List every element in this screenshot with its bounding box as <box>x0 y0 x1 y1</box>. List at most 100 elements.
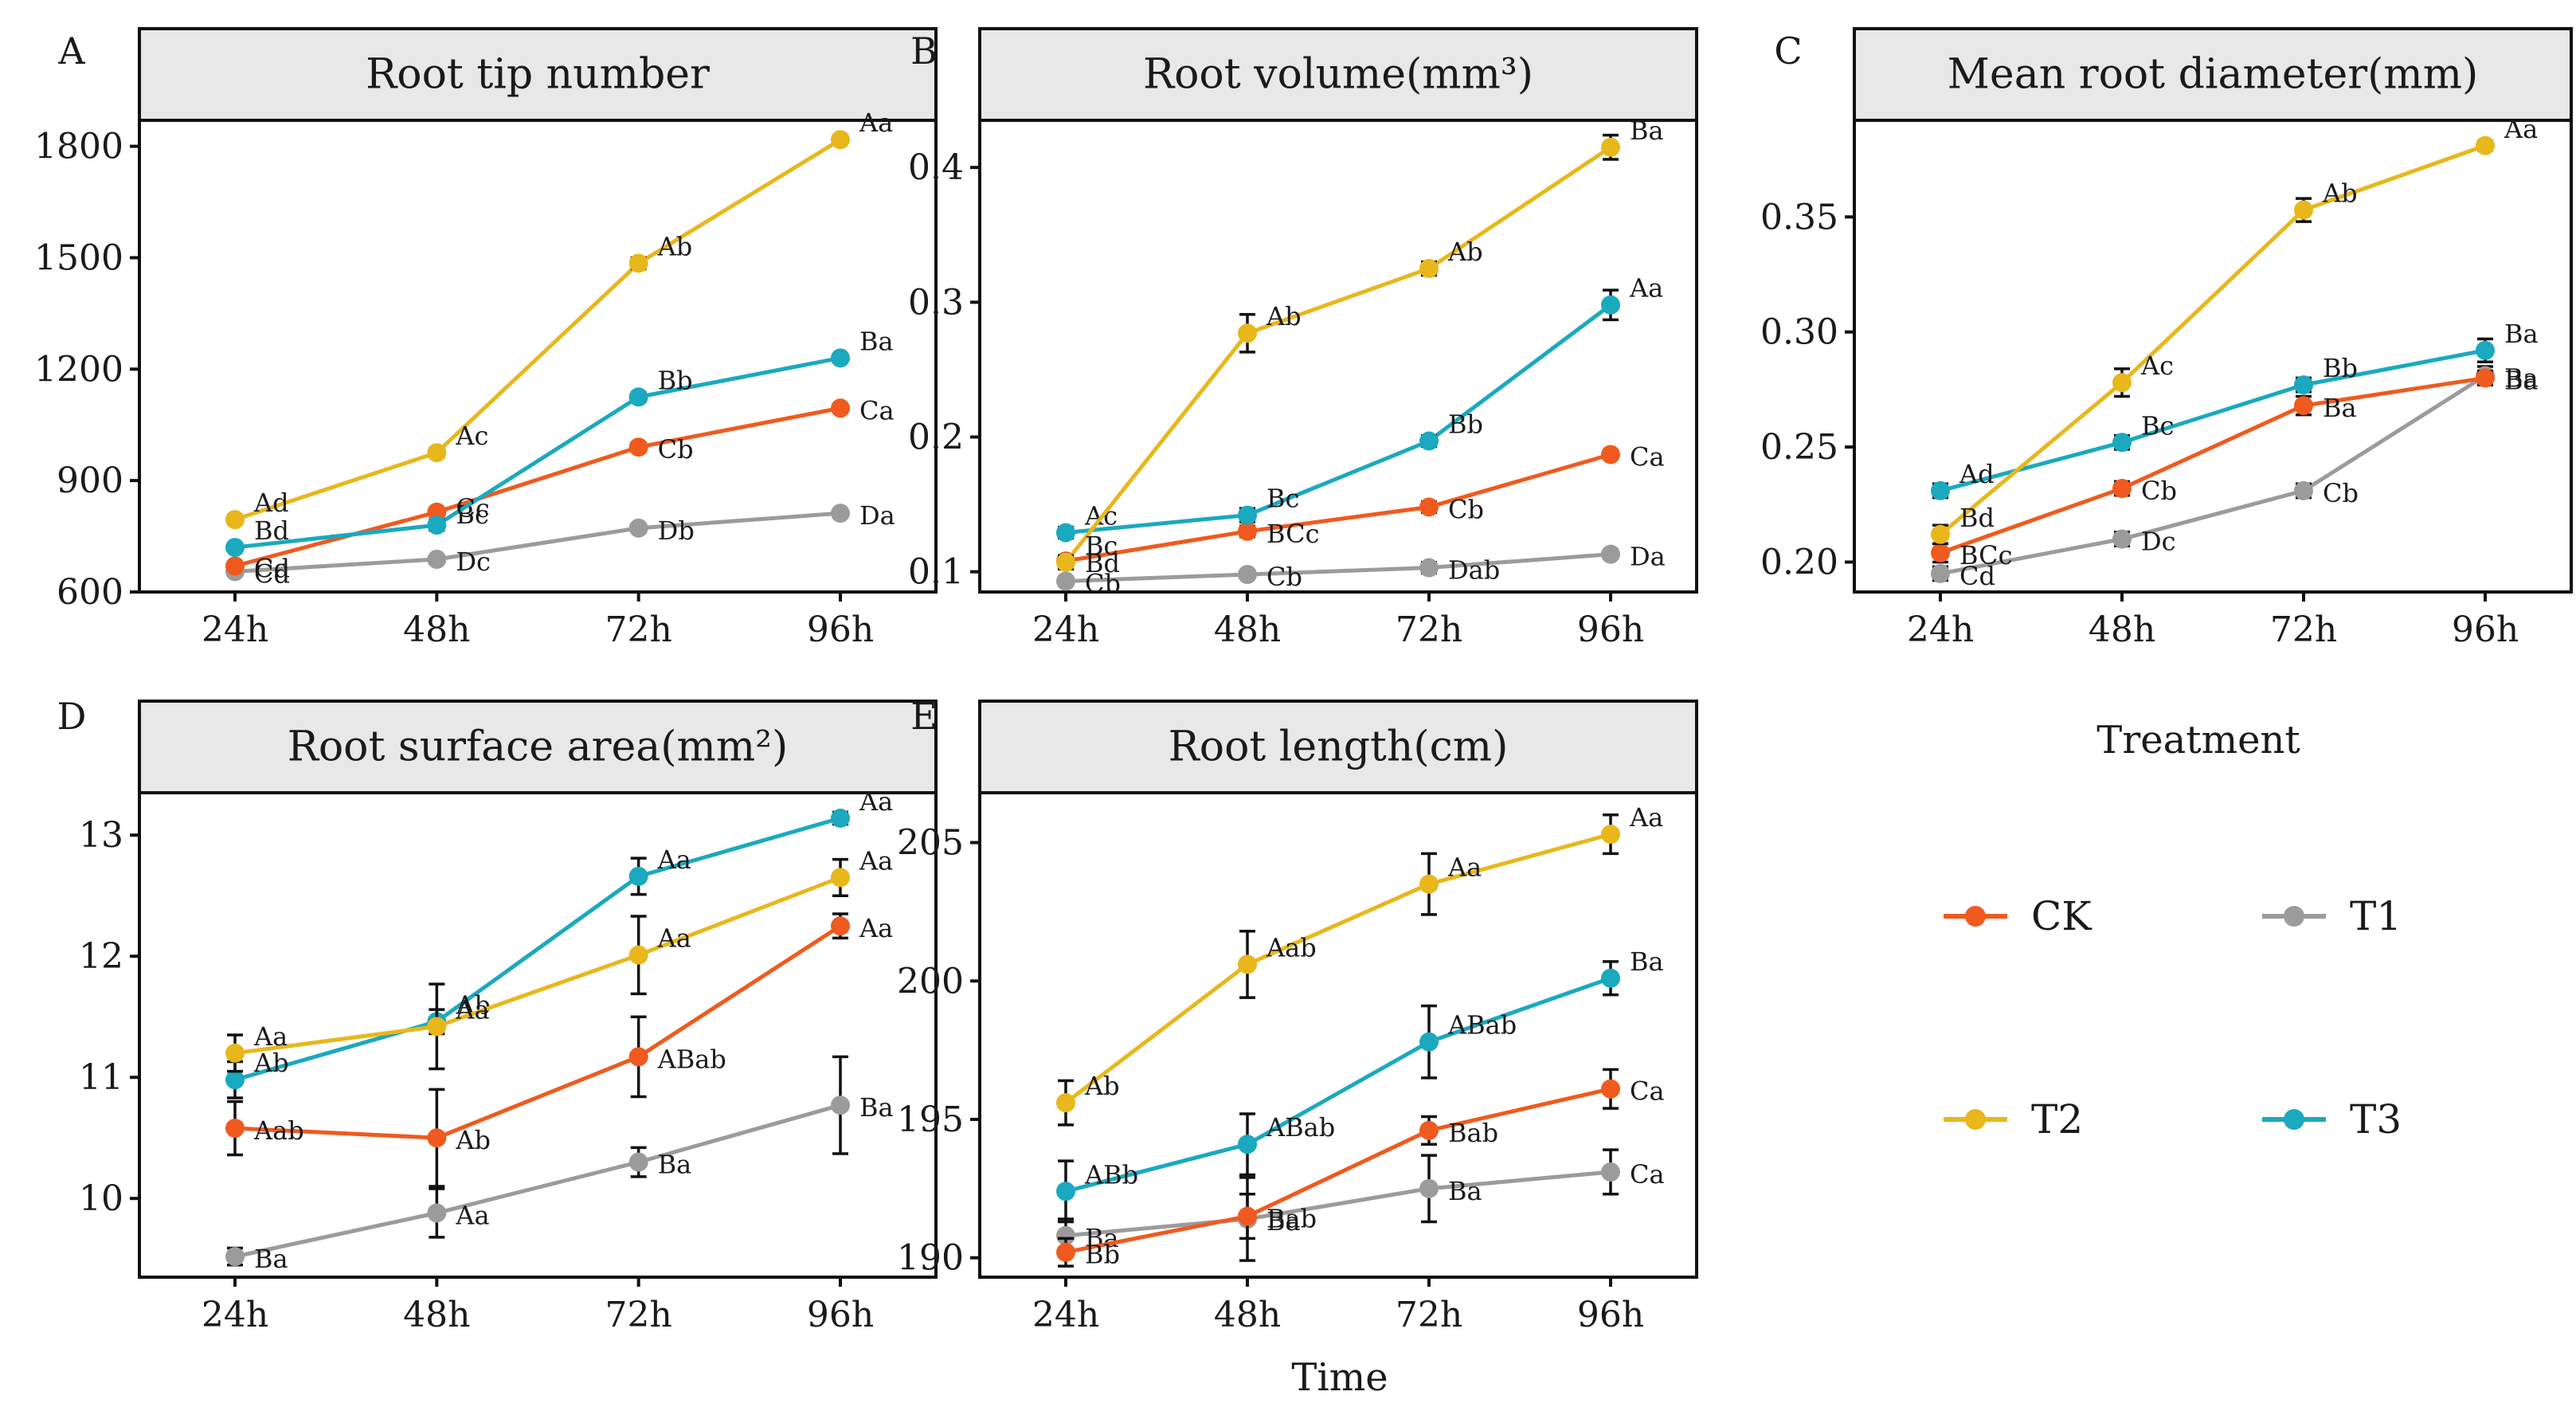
data-point <box>628 1152 648 1172</box>
data-point <box>831 348 850 368</box>
data-label: Aa <box>455 1200 489 1230</box>
data-label: Cb <box>658 434 694 464</box>
data-label: Bc <box>2141 410 2174 441</box>
data-point <box>2476 368 2495 388</box>
data-point <box>427 1017 447 1037</box>
series-t2: Ad Ac Ab Aa <box>225 108 893 530</box>
data-point <box>1056 571 1075 591</box>
data-label: ABab <box>1447 1010 1517 1041</box>
data-point <box>1419 497 1439 517</box>
data-point <box>1601 137 1620 157</box>
data-point <box>427 1203 447 1223</box>
x-tick-label: 96h <box>1577 1295 1644 1335</box>
data-point <box>1931 543 1950 562</box>
data-point <box>2294 200 2313 220</box>
data-label: Ab <box>1447 237 1483 267</box>
legend: Treatment CK T1 T2 T3 <box>1944 718 2402 1143</box>
data-point <box>831 1096 850 1115</box>
data-point <box>1419 431 1439 451</box>
data-label: Ba <box>2504 363 2539 394</box>
data-point <box>1238 505 1257 525</box>
data-point <box>2112 373 2132 393</box>
x-tick-label: 24h <box>1907 610 1974 650</box>
data-point <box>831 398 850 418</box>
series-line <box>1065 552 1611 583</box>
strip-header <box>138 700 938 794</box>
data-point <box>1056 1182 1075 1201</box>
data-point <box>2112 529 2132 549</box>
legend-swatch-point <box>2284 1109 2304 1130</box>
data-label: Ca <box>1630 441 1665 472</box>
strip-header <box>1853 27 2573 122</box>
data-label: Cb <box>1448 494 1484 524</box>
data-point <box>1601 1079 1620 1099</box>
data-point <box>1931 524 1950 544</box>
data-point <box>628 866 648 886</box>
data-point <box>1238 323 1257 343</box>
legend-title: Treatment <box>2096 718 2300 762</box>
data-label: Cd <box>254 553 290 583</box>
series-line <box>1064 832 1611 1105</box>
series-line <box>234 876 841 1056</box>
data-point <box>1601 1162 1620 1182</box>
data-label: Ba <box>1630 116 1664 146</box>
data-point <box>628 945 648 965</box>
series-line <box>234 355 841 550</box>
panel-letter: A <box>57 29 85 73</box>
strip-header <box>978 700 1698 794</box>
strip-title: Root tip number <box>366 51 710 99</box>
panel-letter: D <box>57 695 87 738</box>
x-tick-label: 48h <box>2089 610 2155 650</box>
data-point <box>2294 396 2313 416</box>
data-label: Ba <box>1630 947 1664 977</box>
data-point <box>1601 445 1620 464</box>
series-t3: ABb ABab ABab Ba <box>1056 947 1664 1224</box>
data-point <box>1056 1242 1075 1262</box>
x-tick-label: 48h <box>403 610 470 650</box>
data-label: Db <box>658 515 695 546</box>
data-label: Bb <box>1448 410 1483 440</box>
x-tick-label: 72h <box>1396 610 1462 650</box>
data-label: ABab <box>1266 1112 1335 1143</box>
data-point <box>831 868 850 888</box>
data-label: Ba <box>2504 319 2539 349</box>
y-tick-label: 0.4 <box>908 147 964 188</box>
series-line <box>1064 145 1612 564</box>
x-tick-label: 48h <box>1214 610 1281 650</box>
data-label: Bab <box>1266 1204 1317 1234</box>
legend-item-t2: T2 <box>1944 1096 2083 1143</box>
legend-swatch-point <box>1965 1109 1986 1130</box>
y-tick-label: 0.3 <box>908 282 964 323</box>
data-point <box>1419 259 1439 279</box>
series-line <box>234 924 842 1140</box>
data-label: Ba <box>658 1150 692 1180</box>
data-point <box>225 556 245 576</box>
data-label: Aa <box>859 786 893 817</box>
data-label: Aab <box>253 1115 304 1146</box>
data-point <box>1238 1135 1257 1154</box>
legend-label: T2 <box>2031 1096 2083 1143</box>
panel-letter: E <box>910 695 938 738</box>
data-label: Cb <box>1085 568 1121 598</box>
data-point <box>628 253 648 273</box>
data-label: Da <box>1630 542 1666 572</box>
data-point <box>1601 968 1620 988</box>
panel-c: C Mean root diameter(mm) 0.20 0.25 0.30 0.35 2… <box>1760 27 2573 650</box>
data-point <box>628 437 648 457</box>
data-label: Ab <box>657 231 693 261</box>
data-label: ABb <box>1084 1159 1138 1190</box>
panel-d: D Root surface area(mm²) 10 11 12 13 24h 48h 72h… <box>57 695 938 1335</box>
data-label: Ab <box>1266 301 1302 331</box>
plot-area <box>138 791 938 1279</box>
data-label: Ac <box>2140 351 2174 381</box>
series-t1: Cb Cb Dab Da <box>1056 542 1666 598</box>
series-line <box>1940 348 2486 493</box>
x-tick-label: 72h <box>605 1295 672 1335</box>
data-label: Ab <box>2322 178 2358 209</box>
x-tick-label: 48h <box>403 1295 470 1335</box>
y-tick-label: 0.25 <box>1760 427 1838 468</box>
data-label: Ba <box>1448 1176 1482 1206</box>
